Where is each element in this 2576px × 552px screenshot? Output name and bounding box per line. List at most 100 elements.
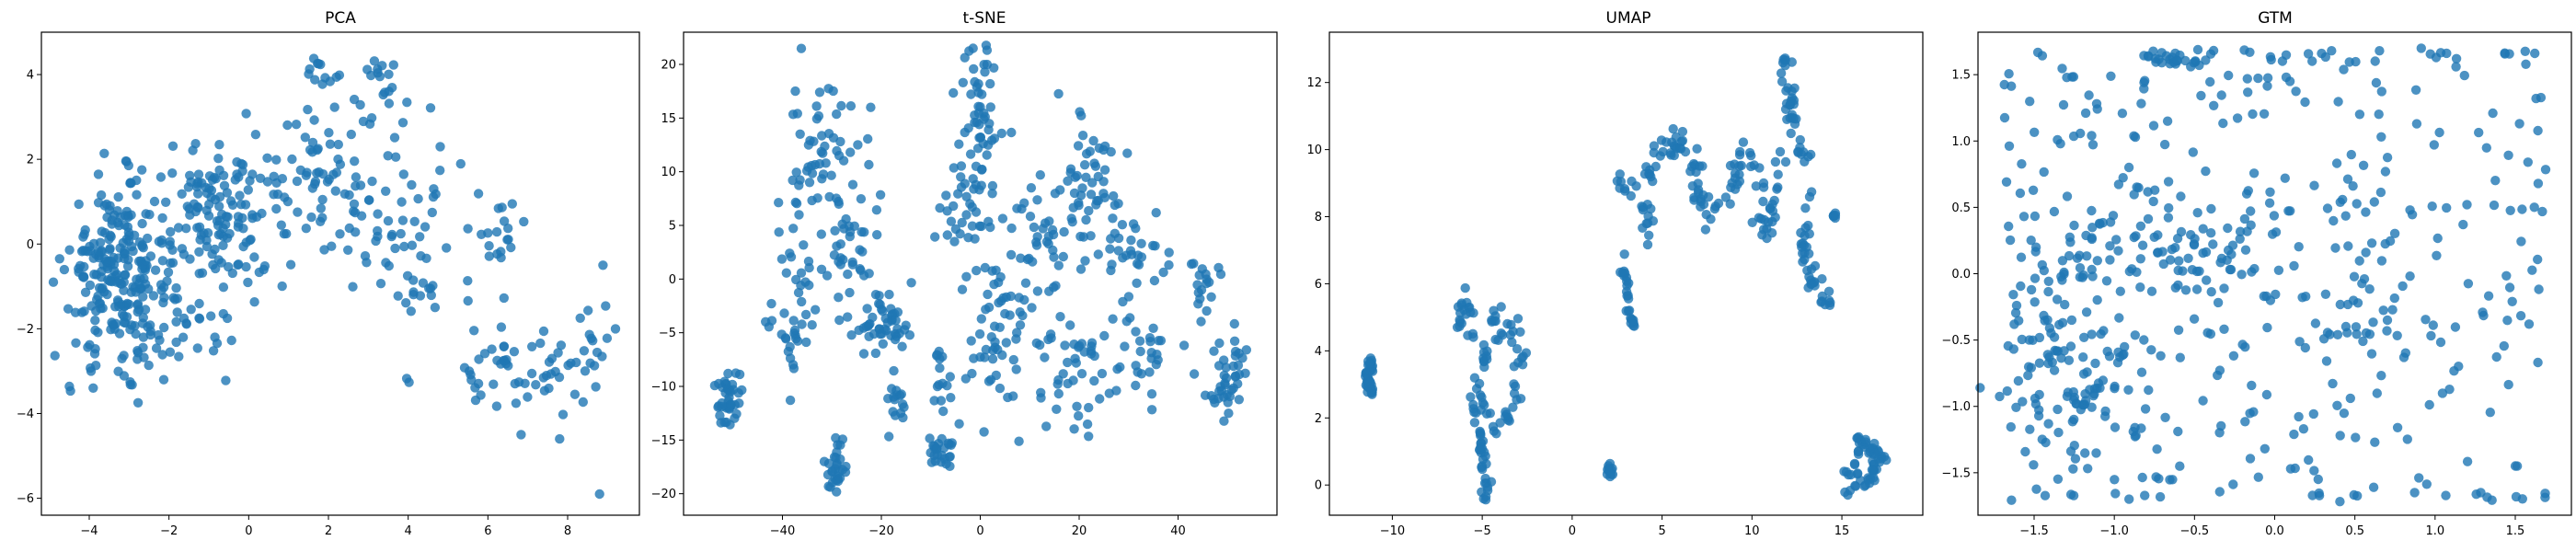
data-point [2144,385,2154,396]
data-point [2462,456,2473,466]
data-point [788,224,799,234]
data-point [416,251,426,261]
data-point [145,320,155,330]
data-point [1793,147,1803,157]
data-point [1043,334,1053,345]
data-point [1795,134,1805,145]
data-point [2437,388,2448,398]
data-point [2100,406,2110,417]
data-point [1804,191,1815,202]
x-tick-label: −20 [868,524,893,538]
data-point [2183,253,2193,263]
data-point [2010,307,2021,318]
data-point [351,172,362,182]
data-point [435,142,445,152]
data-point [381,186,391,196]
data-point [287,154,297,165]
data-point [1131,380,1141,391]
data-point [823,481,834,491]
data-point [1098,177,1109,187]
data-point [2534,284,2544,294]
data-point [1797,242,1807,252]
data-point [2092,294,2102,305]
data-point [807,195,817,206]
data-point [2218,118,2228,129]
data-point [1144,333,1156,343]
data-point [2091,98,2102,109]
data-point [797,319,807,329]
data-point [335,159,346,169]
data-point [2059,269,2069,280]
data-point [2136,98,2146,109]
data-point [1763,217,1774,227]
data-point [2376,86,2386,97]
data-point [233,212,244,222]
data-point [466,370,476,380]
x-tick-label: −1.0 [2099,524,2129,538]
data-point [474,354,484,364]
data-point [1158,267,1168,278]
data-point [401,298,411,308]
data-point [2421,479,2432,489]
data-point [2416,43,2426,53]
data-point [766,298,776,309]
data-point [892,307,903,317]
data-point [834,293,844,303]
data-point [513,377,524,387]
data-point [610,324,621,334]
data-point [1110,200,1120,211]
data-point [975,132,985,143]
data-point [792,336,803,346]
data-point [138,292,148,302]
data-point [2135,282,2145,293]
data-point [463,295,473,306]
data-point [344,223,354,234]
data-point [2298,424,2309,434]
data-point [1040,352,1050,362]
data-point [2301,292,2311,302]
data-point [2225,264,2236,275]
data-point [137,241,147,251]
data-point [2140,404,2151,414]
data-point [1003,392,1013,403]
data-point [398,169,408,179]
data-point [2329,215,2339,226]
plot-frame [40,31,640,516]
data-point [1655,151,1665,161]
data-point [546,369,557,379]
data-point [875,299,885,310]
x-tick-label: 20 [1072,524,1087,538]
data-point [2155,491,2166,502]
data-point [317,213,328,223]
data-point [2163,177,2174,187]
data-point [1471,384,1482,394]
data-point [2105,217,2116,227]
data-point [227,200,238,210]
data-point [2011,402,2021,412]
data-point [831,193,842,203]
data-point [960,127,970,138]
data-point [1649,141,1660,151]
data-point [304,69,314,79]
x-tick-label: 6 [484,524,491,538]
data-point [1105,244,1115,254]
data-point [2435,337,2446,348]
data-point [74,199,84,210]
data-point [794,210,804,220]
data-point [166,226,176,237]
data-point [2335,497,2345,507]
data-point [1095,394,1105,404]
data-point [1488,421,1499,431]
data-point [2425,49,2435,59]
data-point [2321,356,2332,366]
data-point [835,253,845,263]
data-point [864,319,874,330]
data-point [276,220,286,230]
data-point [854,325,864,336]
data-point [2034,389,2044,400]
data-point [2529,202,2539,213]
data-point [2515,311,2526,321]
data-point [238,241,248,252]
data-point [122,298,132,309]
data-point [1186,259,1197,270]
